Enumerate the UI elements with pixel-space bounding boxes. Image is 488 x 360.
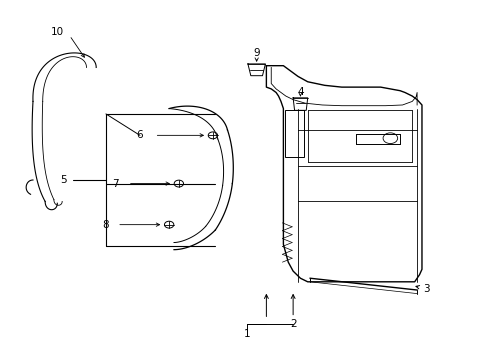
Text: 9: 9: [253, 48, 260, 58]
Text: 10: 10: [51, 27, 64, 37]
Text: 7: 7: [112, 179, 119, 189]
Text: 4: 4: [297, 87, 303, 98]
FancyBboxPatch shape: [285, 111, 304, 157]
Text: 1: 1: [243, 329, 250, 339]
Text: 3: 3: [423, 284, 429, 294]
Text: 2: 2: [289, 319, 296, 329]
Text: 6: 6: [136, 130, 143, 140]
Text: 8: 8: [102, 220, 109, 230]
Text: 5: 5: [61, 175, 67, 185]
